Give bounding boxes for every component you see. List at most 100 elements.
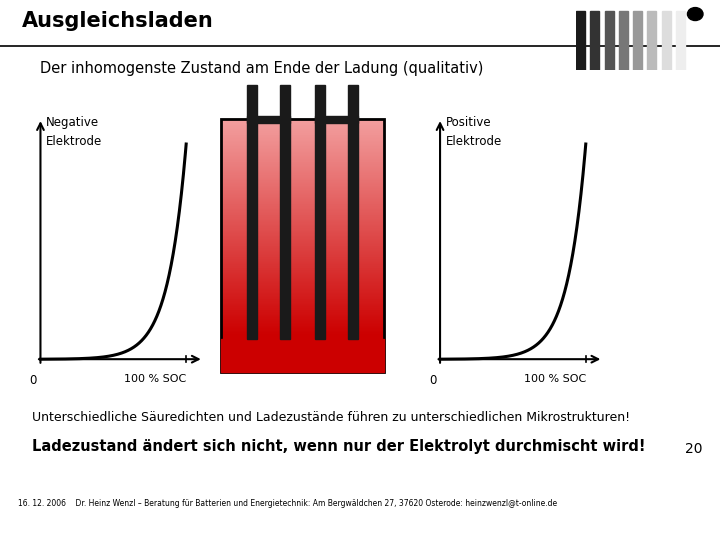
- Bar: [221, 219, 384, 220]
- Bar: [221, 308, 384, 309]
- Bar: [221, 180, 384, 181]
- Bar: [221, 262, 384, 263]
- Bar: [221, 238, 384, 239]
- Bar: [221, 290, 384, 291]
- Bar: [221, 282, 384, 284]
- Bar: [647, 11, 657, 70]
- Bar: [221, 178, 384, 179]
- Text: Ladezustand ändert sich nicht, wenn nur der Elektrolyt durchmischt wird!: Ladezustand ändert sich nicht, wenn nur …: [32, 438, 646, 454]
- Bar: [221, 327, 384, 328]
- Bar: [221, 302, 384, 303]
- Bar: [221, 298, 384, 299]
- Text: 100 % SOC: 100 % SOC: [523, 374, 586, 384]
- Bar: [221, 187, 384, 188]
- Bar: [221, 133, 384, 134]
- Bar: [221, 300, 384, 301]
- Bar: [221, 239, 384, 240]
- Bar: [221, 149, 384, 150]
- Bar: [221, 121, 384, 122]
- Bar: [221, 173, 384, 174]
- Bar: [221, 281, 384, 282]
- Bar: [221, 349, 384, 350]
- Bar: [221, 266, 384, 267]
- Bar: [221, 157, 384, 158]
- Bar: [221, 366, 384, 367]
- Bar: [221, 147, 384, 148]
- Bar: [221, 140, 384, 141]
- Text: 0: 0: [429, 374, 436, 387]
- Bar: [221, 207, 384, 208]
- Bar: [221, 126, 384, 127]
- Bar: [221, 142, 384, 143]
- Bar: [221, 220, 384, 221]
- Bar: [221, 222, 384, 223]
- Bar: [221, 313, 384, 314]
- Text: Negative: Negative: [46, 116, 99, 129]
- Bar: [221, 353, 384, 354]
- Bar: [221, 241, 384, 242]
- Bar: [221, 194, 384, 195]
- Bar: [221, 346, 384, 347]
- Bar: [221, 150, 384, 151]
- Bar: [221, 321, 384, 322]
- Bar: [221, 338, 384, 339]
- Bar: [221, 168, 384, 169]
- Bar: [221, 297, 384, 298]
- Bar: [221, 292, 384, 293]
- Bar: [221, 342, 384, 343]
- Bar: [221, 195, 384, 196]
- Bar: [221, 125, 384, 126]
- Bar: [221, 269, 384, 270]
- Bar: [221, 134, 384, 136]
- Bar: [221, 131, 384, 132]
- Bar: [221, 328, 384, 329]
- Bar: [221, 224, 384, 225]
- Bar: [221, 264, 384, 265]
- Bar: [221, 197, 384, 198]
- Bar: [221, 339, 384, 340]
- Circle shape: [688, 8, 703, 21]
- Bar: [221, 360, 384, 361]
- Bar: [221, 249, 384, 251]
- Text: Elektrode: Elektrode: [46, 136, 102, 148]
- Bar: [221, 151, 384, 152]
- Bar: [221, 348, 384, 349]
- Bar: [221, 184, 384, 185]
- Bar: [221, 259, 384, 260]
- Bar: [576, 11, 585, 70]
- Bar: [221, 186, 384, 187]
- Bar: [221, 181, 384, 183]
- Bar: [221, 263, 384, 264]
- Bar: [221, 189, 384, 190]
- Bar: [221, 258, 384, 259]
- Bar: [221, 227, 384, 228]
- Bar: [221, 323, 384, 325]
- Bar: [221, 280, 384, 281]
- Bar: [221, 279, 384, 280]
- Bar: [221, 287, 384, 288]
- Bar: [221, 270, 384, 271]
- Bar: [221, 340, 384, 341]
- Bar: [221, 130, 384, 131]
- Bar: [221, 309, 384, 310]
- Bar: [221, 295, 384, 296]
- Bar: [221, 179, 384, 180]
- Bar: [221, 172, 384, 173]
- Bar: [221, 167, 384, 168]
- Bar: [279, 85, 290, 339]
- Bar: [221, 165, 384, 166]
- Bar: [221, 362, 384, 363]
- Bar: [618, 11, 628, 70]
- Bar: [246, 85, 257, 339]
- Bar: [221, 307, 384, 308]
- Bar: [221, 236, 384, 237]
- Bar: [315, 116, 359, 123]
- Bar: [221, 200, 384, 201]
- Bar: [221, 275, 384, 276]
- Bar: [221, 232, 384, 233]
- Bar: [221, 286, 384, 287]
- Bar: [221, 341, 384, 342]
- Bar: [221, 371, 384, 372]
- Bar: [221, 299, 384, 300]
- Text: Elektrode: Elektrode: [446, 136, 502, 148]
